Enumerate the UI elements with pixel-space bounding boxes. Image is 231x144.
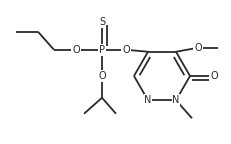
Text: O: O <box>72 45 80 55</box>
Text: N: N <box>144 95 152 105</box>
Text: N: N <box>172 95 180 105</box>
Text: O: O <box>98 71 106 81</box>
Text: S: S <box>99 17 105 27</box>
Text: P: P <box>99 45 105 55</box>
Text: O: O <box>210 71 218 81</box>
Text: O: O <box>122 45 130 55</box>
Text: O: O <box>194 43 202 53</box>
